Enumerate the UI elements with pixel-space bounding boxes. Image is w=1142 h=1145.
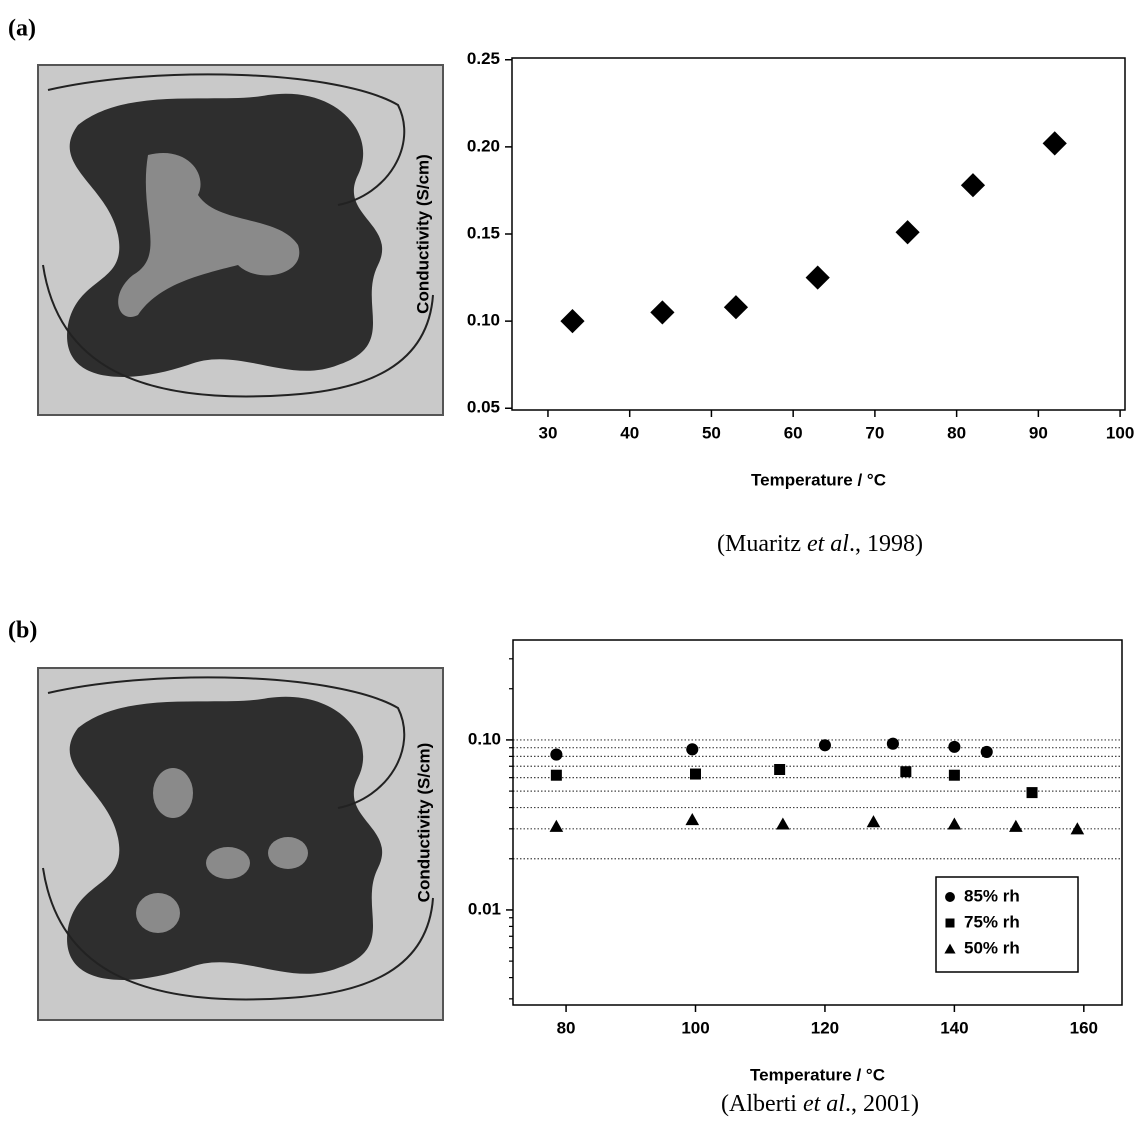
y-tick-label: 0.01 bbox=[468, 899, 501, 918]
caption: (Muaritz et al., 1998) bbox=[717, 531, 923, 557]
point bbox=[560, 309, 585, 334]
x-tick-label: 100 bbox=[1106, 423, 1134, 442]
point bbox=[650, 300, 675, 325]
plot-frame bbox=[511, 57, 1126, 411]
x-tick-label: 90 bbox=[1029, 423, 1048, 442]
point bbox=[723, 295, 749, 320]
x-tick-label: 30 bbox=[539, 423, 558, 442]
point bbox=[1026, 787, 1038, 799]
schematic-b bbox=[37, 667, 444, 1021]
caption-part: et al bbox=[807, 531, 849, 557]
legend-label: 50% rh bbox=[964, 938, 1020, 957]
y-axis-label: Conductivity (S/cm) bbox=[413, 154, 432, 314]
panel-label: (b) bbox=[8, 618, 37, 644]
y-tick-label: 0.05 bbox=[467, 398, 500, 417]
y-tick-label: 0.15 bbox=[467, 223, 500, 242]
x-tick-label: 60 bbox=[784, 423, 803, 442]
point bbox=[866, 815, 881, 828]
legend-marker bbox=[945, 892, 955, 902]
y-tick-label: 0.10 bbox=[468, 729, 501, 748]
point bbox=[774, 763, 786, 775]
legend-box bbox=[935, 876, 1079, 973]
x-tick-label: 80 bbox=[557, 1018, 576, 1037]
point bbox=[1009, 819, 1023, 832]
point bbox=[685, 812, 700, 826]
x-tick-label: 120 bbox=[811, 1018, 839, 1037]
schematic-a bbox=[37, 64, 444, 416]
point bbox=[549, 819, 564, 832]
x-tick-label: 50 bbox=[702, 423, 721, 442]
point bbox=[948, 740, 961, 753]
x-tick-label: 40 bbox=[620, 423, 639, 442]
y-tick-label: 0.25 bbox=[467, 49, 500, 68]
caption-part: (Alberti bbox=[721, 1091, 803, 1117]
y-tick-label: 0.10 bbox=[467, 311, 500, 330]
point bbox=[900, 766, 912, 778]
x-tick-label: 70 bbox=[865, 423, 884, 442]
x-axis-label: Temperature / °C bbox=[751, 470, 886, 489]
legend-marker bbox=[944, 943, 956, 954]
x-tick-label: 160 bbox=[1070, 1018, 1098, 1037]
legend-label: 75% rh bbox=[964, 912, 1020, 931]
legend-label: 85% rh bbox=[964, 886, 1020, 905]
panel-label: (a) bbox=[8, 16, 36, 42]
point bbox=[805, 265, 830, 290]
legend-marker bbox=[945, 918, 955, 928]
point bbox=[550, 769, 562, 781]
point bbox=[550, 748, 563, 761]
point bbox=[980, 745, 993, 758]
point bbox=[686, 743, 699, 756]
point bbox=[947, 817, 962, 830]
x-tick-label: 80 bbox=[947, 423, 966, 442]
point bbox=[690, 768, 702, 780]
point bbox=[818, 739, 831, 752]
point bbox=[776, 817, 790, 830]
point bbox=[948, 769, 960, 781]
point bbox=[886, 737, 899, 750]
caption-part: ., 2001) bbox=[845, 1091, 919, 1117]
x-tick-label: 140 bbox=[940, 1018, 968, 1037]
caption-part: ., 1998) bbox=[849, 531, 923, 557]
point bbox=[960, 173, 986, 198]
x-axis-label: Temperature / °C bbox=[750, 1065, 885, 1084]
caption-part: (Muaritz bbox=[717, 531, 807, 557]
caption: (Alberti et al., 2001) bbox=[721, 1091, 919, 1117]
point bbox=[1070, 822, 1085, 835]
y-tick-label: 0.20 bbox=[467, 136, 500, 155]
point bbox=[895, 220, 920, 245]
caption-part: et al bbox=[803, 1091, 845, 1117]
point bbox=[1042, 131, 1067, 156]
y-axis-label: Conductivity (S/cm) bbox=[414, 743, 433, 903]
plot-frame bbox=[512, 639, 1123, 1006]
x-tick-label: 100 bbox=[681, 1018, 709, 1037]
